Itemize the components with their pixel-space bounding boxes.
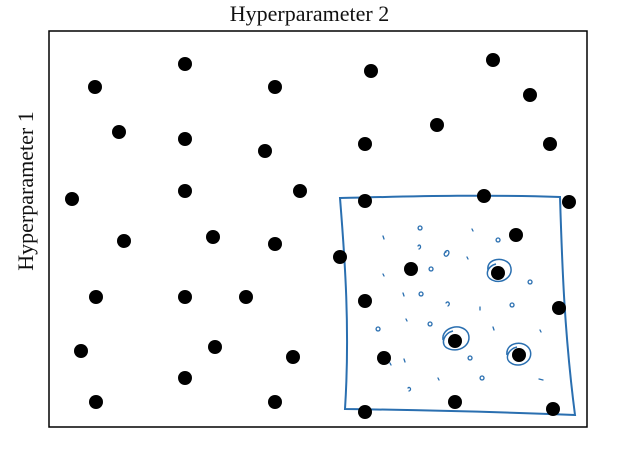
sample-point: [523, 88, 537, 102]
dense-sample-marks: [375, 225, 544, 392]
sample-points: [65, 53, 576, 419]
sample-point: [286, 350, 300, 364]
highlight-circle: [442, 326, 470, 351]
sample-point: [404, 262, 418, 276]
sample-point: [430, 118, 444, 132]
plot-frame: [48, 30, 588, 428]
highlight-circles: [442, 258, 532, 366]
sample-point: [477, 189, 491, 203]
sample-point: [206, 230, 220, 244]
sample-point: [117, 234, 131, 248]
sample-point: [543, 137, 557, 151]
sample-point: [364, 64, 378, 78]
sample-point: [178, 184, 192, 198]
sample-point: [333, 250, 347, 264]
zoom-region-outline: [338, 194, 577, 417]
sample-point: [358, 405, 372, 419]
sample-point: [486, 53, 500, 67]
sample-point: [112, 125, 126, 139]
sample-point: [178, 57, 192, 71]
sample-point: [491, 266, 505, 280]
sample-point: [552, 301, 566, 315]
sample-point: [65, 192, 79, 206]
sample-point: [448, 395, 462, 409]
sample-point: [358, 194, 372, 208]
sample-point: [358, 137, 372, 151]
sample-point: [178, 290, 192, 304]
sample-point: [208, 340, 222, 354]
highlight-circle: [486, 258, 512, 283]
sample-point: [562, 195, 576, 209]
sample-point: [89, 395, 103, 409]
sample-point: [268, 80, 282, 94]
sample-point: [178, 371, 192, 385]
sample-point: [358, 294, 372, 308]
sample-point: [448, 334, 462, 348]
sample-point: [74, 344, 88, 358]
sample-point: [546, 402, 560, 416]
sample-point: [88, 80, 102, 94]
sample-point: [89, 290, 103, 304]
x-axis-title: Hyperparameter 2: [229, 1, 390, 26]
sample-point: [293, 184, 307, 198]
sample-point: [268, 395, 282, 409]
sample-point: [239, 290, 253, 304]
sample-point: [512, 348, 526, 362]
sample-point: [377, 351, 391, 365]
sample-point: [268, 237, 282, 251]
sample-point: [258, 144, 272, 158]
sample-point: [178, 132, 192, 146]
highlight-circle: [506, 342, 532, 366]
sample-point: [509, 228, 523, 242]
